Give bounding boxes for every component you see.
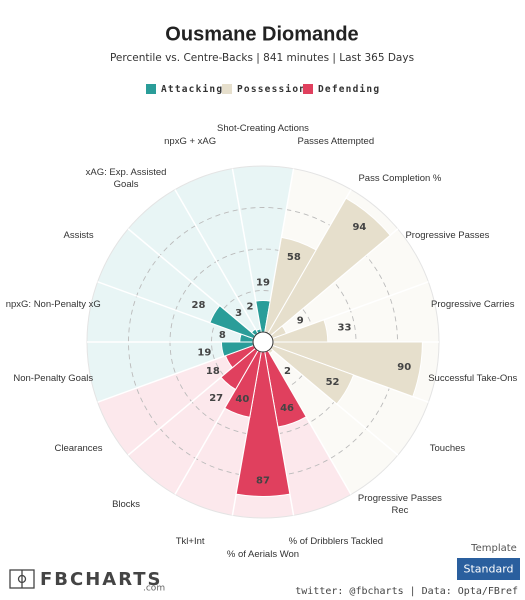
value-label: 40 [235,394,249,405]
category-label: Passes Attempted [297,135,375,147]
legend-swatch [146,84,156,94]
slice-background [87,342,254,403]
category-label: Blocks [112,499,141,511]
logo-suffix: .com [143,584,165,594]
category-label: Touches [429,442,466,454]
category-label: Progressive Passes [405,229,490,241]
category-label: Shot-Creating Actions [217,123,309,134]
value-label: 33 [338,323,352,334]
value-label: 28 [192,300,206,311]
slice-background [87,281,254,342]
category-label: Successful Take-Ons [428,372,518,384]
value-label: 8 [219,330,226,341]
category-label: Pass Completion % [358,172,442,184]
category-label: Non-Penalty Goals [13,372,94,384]
legend-swatch [303,84,313,94]
category-label: Assists [63,229,94,241]
slice-background [97,345,256,456]
category-label: % of Dribblers Tackled [288,536,384,548]
legend-label: Attacking [161,84,223,95]
value-label: 19 [197,347,211,358]
legend-label: Possession [237,84,306,95]
spoke [174,189,259,334]
category-label: % of Aerials Won [226,549,300,560]
slice-background [268,348,398,495]
value-label: 52 [326,377,340,388]
legend: Attacking Possession Defending [146,84,380,95]
value-label: 19 [256,277,270,288]
template-label: Template [470,543,517,554]
category-label: Progressive Carries [431,299,515,310]
credits: twitter: @fbcharts | Data: Opta/FBref [295,586,518,597]
slice-background [175,168,262,334]
template-badge [457,558,520,580]
value-label: 2 [284,366,291,377]
category-label: Progressive Passes Rec [357,493,442,517]
value-label: 94 [352,222,366,233]
chart-subtitle: Percentile vs. Centre-Backs | 841 minute… [110,52,414,64]
legend-label: Defending [318,84,380,95]
slice-background [128,189,258,336]
category-label: npxG + xAG [164,135,217,147]
value-label: 9 [297,316,304,327]
category-label: npxG: Non-Penalty xG [5,299,101,310]
value-label: 18 [206,366,220,377]
bars [209,197,423,497]
category-label: Tkl+Int [175,536,205,548]
slice-background [232,166,294,333]
value-label: 58 [287,252,301,263]
legend-swatch [222,84,232,94]
category-label: Clearances [54,442,103,454]
logo-icon [9,569,35,589]
category-label: xAG: Exp. Assisted Goals [85,166,167,190]
value-label: 27 [209,393,223,404]
center-hole [252,331,274,353]
value-label: 90 [397,362,411,373]
value-label: 46 [280,403,294,414]
chart-title: Ousmane Diomande [165,23,358,45]
slice-background [270,228,429,339]
logo-text: FBCHARTS [40,569,163,590]
value-label: 87 [256,475,270,486]
slice-background [128,348,258,495]
value-label: 3 [235,308,242,319]
template-name: Standard [463,563,513,576]
value-label: 2 [247,301,254,312]
